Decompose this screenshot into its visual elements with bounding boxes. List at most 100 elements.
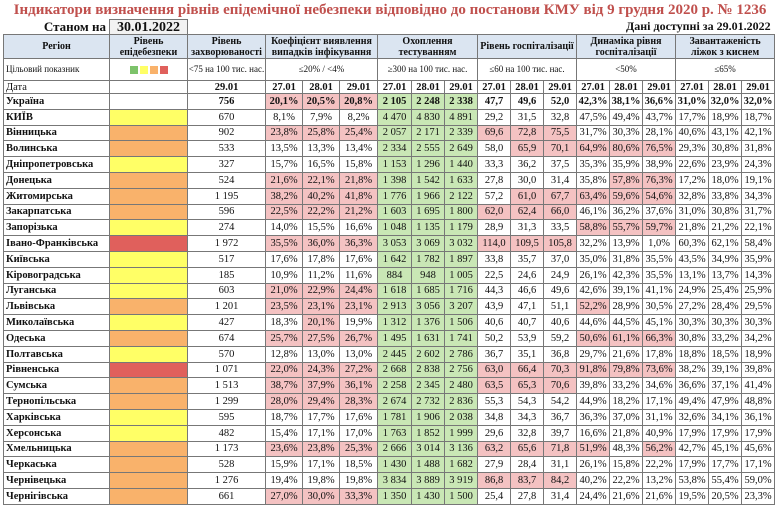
- table-row: Миколаївська 427 18,3% 20,1% 19,9% 1 312 1 376…: [3, 314, 776, 331]
- hospital-cell: 75,5: [543, 124, 577, 142]
- oxygen-cell: 18,9%: [708, 108, 742, 126]
- hospital-cell: 54,3: [510, 393, 544, 410]
- testing-cell: 2 674: [377, 393, 412, 410]
- oxygen-cell: 38,2%: [675, 361, 709, 379]
- table-row: Сумська 1 513 38,7% 37,9% 36,1% 2 258 2 345 2 4…: [3, 377, 776, 395]
- detection-cell: 20,5%: [302, 93, 340, 110]
- hospital-cell: 33,5: [543, 219, 577, 237]
- testing-cell: 1 135: [411, 219, 445, 237]
- region-name: Закарпатська: [3, 203, 110, 221]
- data-available: Дані доступні за 29.01.2022: [626, 19, 771, 34]
- dynamics-cell: 46,1%: [576, 203, 610, 221]
- detection-cell: 27,0%: [265, 487, 303, 505]
- hospital-cell: 66,4: [510, 361, 544, 379]
- level-cell: [109, 124, 188, 142]
- oxygen-cell: 27,2%: [675, 298, 709, 316]
- dynamics-cell: 33,2%: [609, 377, 643, 395]
- level-cell: [109, 393, 188, 410]
- testing-cell: 2 258: [377, 377, 412, 395]
- detection-cell: 10,9%: [265, 266, 303, 284]
- oxygen-cell: 20,5%: [708, 487, 742, 505]
- hospital-cell: 71,8: [543, 440, 577, 458]
- testing-cell: 4 830: [411, 108, 445, 126]
- dynamics-cell: 29,7%: [576, 345, 610, 363]
- table-row: Київська 517 17,6% 17,8% 17,6% 1 642 1 782 1 89…: [3, 250, 776, 268]
- date-cell: 27.01: [477, 80, 511, 94]
- table-row: Закарпатська 596 22,5% 22,2% 21,2% 1 603 1 695…: [3, 203, 776, 221]
- hospital-cell: 67,7: [543, 187, 577, 205]
- oxygen-cell: 17,9%: [675, 424, 709, 442]
- dynamics-cell: 44,6%: [576, 314, 610, 331]
- dynamics-cell: 43,7%: [642, 108, 676, 126]
- detection-cell: 40,2%: [302, 187, 340, 205]
- level-cell: [109, 424, 188, 442]
- testing-cell: 2 756: [444, 361, 478, 379]
- detection-cell: 28,3%: [339, 393, 378, 410]
- dynamics-cell: 76,5%: [642, 140, 676, 158]
- oxygen-cell: 39,8%: [740, 361, 776, 379]
- hospital-cell: 62,4: [510, 203, 544, 221]
- oxygen-cell: 45,6%: [740, 440, 776, 458]
- testing-cell: 1 782: [411, 250, 445, 268]
- header-detection: Коефіцієнт виявлення випадків інфікуванн…: [265, 34, 378, 59]
- hospital-cell: 31,4: [543, 487, 577, 505]
- detection-cell: 14,0%: [265, 219, 303, 237]
- oxygen-cell: 17,9%: [708, 424, 742, 442]
- date-cell: 29.01: [642, 80, 676, 94]
- table-row: Тернопільська 1 299 28,0% 29,4% 28,3% 2 674 2 …: [3, 393, 776, 410]
- testing-cell: 1 716: [444, 282, 478, 300]
- oxygen-cell: 22,6%: [675, 156, 709, 173]
- table-row: Полтавська 570 12,8% 13,0% 13,0% 2 445 2 602 2 …: [3, 345, 776, 363]
- dynamics-cell: 35,0%: [576, 250, 610, 268]
- hospital-cell: 32,8: [543, 108, 577, 126]
- oxygen-cell: 49,4%: [675, 393, 709, 410]
- detection-cell: 16,6%: [339, 219, 378, 237]
- region-name: Івано-Франківська: [3, 235, 110, 252]
- hospital-cell: 51,1: [543, 298, 577, 316]
- testing-cell: 1 642: [377, 250, 412, 268]
- date-cell: 27.01: [377, 80, 412, 94]
- hospital-cell: 65,6: [510, 440, 544, 458]
- testing-cell: 1 800: [444, 203, 478, 221]
- oxygen-cell: 30,8%: [675, 329, 709, 347]
- table-row: Житомирська 1 195 38,2% 40,2% 41,8% 1 776 1 96…: [3, 187, 776, 205]
- dynamics-cell: 76,3%: [642, 171, 676, 189]
- header-testing: Охоплення тестуванням: [377, 34, 478, 59]
- testing-cell: 1 776: [377, 187, 412, 205]
- table-row: Дніпропетровська 327 15,7% 16,5% 15,8% 1 153 1…: [3, 156, 776, 173]
- oxygen-cell: 62,1%: [708, 235, 742, 252]
- detection-cell: 23,1%: [339, 298, 378, 316]
- oxygen-cell: 23,3%: [740, 487, 776, 505]
- dynamics-cell: 32,2%: [576, 235, 610, 252]
- testing-cell: 2 732: [411, 393, 445, 410]
- oxygen-cell: 60,3%: [675, 235, 709, 252]
- hospital-cell: 47,7: [477, 93, 511, 110]
- hospital-cell: 63,5: [477, 377, 511, 395]
- incidence-cell: 524: [187, 171, 266, 189]
- hospital-cell: 84,2: [543, 472, 577, 489]
- testing-cell: 2 248: [411, 93, 445, 110]
- region-name: Вінницька: [3, 124, 110, 142]
- dynamics-cell: 44,9%: [576, 393, 610, 410]
- table-row: Харківська 595 18,7% 17,7% 17,6% 1 781 1 906 2 …: [3, 408, 776, 426]
- detection-cell: 23,6%: [265, 440, 303, 458]
- testing-cell: 2 555: [411, 140, 445, 158]
- dynamics-cell: 55,7%: [609, 219, 643, 237]
- table-row: Хмельницька 1 173 23,6% 23,8% 25,3% 2 666 3 01…: [3, 440, 776, 458]
- oxygen-cell: 31,7%: [740, 203, 776, 221]
- dynamics-cell: 28,1%: [642, 124, 676, 142]
- target-dynamics: <50%: [576, 58, 676, 81]
- hospital-cell: 36,7: [477, 345, 511, 363]
- date-cell: 29.01: [740, 80, 776, 94]
- detection-cell: 11,6%: [339, 266, 378, 284]
- date-incidence: 29.01: [187, 80, 266, 94]
- oxygen-cell: 34,3%: [740, 187, 776, 205]
- hospital-cell: 29,2: [477, 108, 511, 126]
- hospital-cell: 37,0: [543, 250, 577, 268]
- header-hospital: Рівень госпіталізації: [477, 34, 577, 59]
- date-cell: 27.01: [675, 80, 709, 94]
- incidence-cell: 670: [187, 108, 266, 126]
- region-name: Херсонська: [3, 424, 110, 442]
- oxygen-cell: 30,8%: [708, 140, 742, 158]
- hospital-cell: 43,9: [477, 298, 511, 316]
